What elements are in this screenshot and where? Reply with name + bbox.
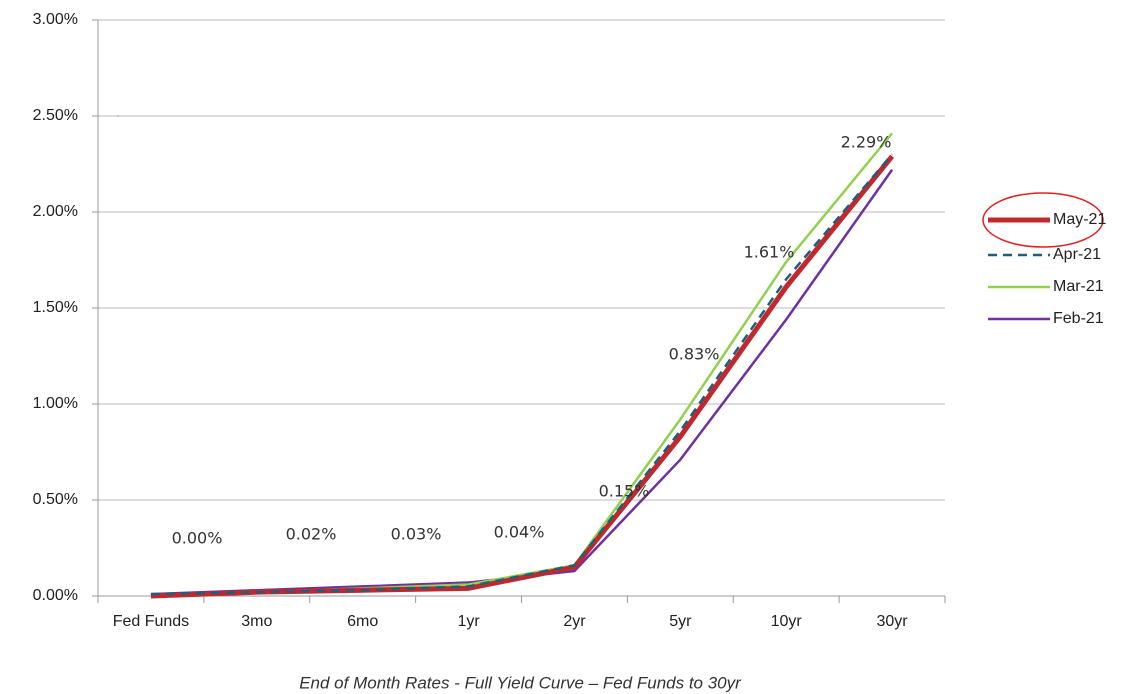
series-line (150, 153, 894, 596)
legend-label: May-21 (1053, 211, 1106, 228)
data-label: 0.00% (172, 529, 223, 548)
data-label: 0.03% (391, 525, 442, 544)
y-tick-label: 0.50% (33, 491, 78, 508)
y-tick-label: 1.50% (33, 299, 78, 316)
x-tick-label: 5yr (669, 613, 692, 630)
data-label: 0.02% (286, 525, 337, 544)
data-label: 1.61% (744, 243, 795, 262)
data-label: 2.29% (841, 133, 892, 152)
y-tick-label: 0.00% (33, 587, 78, 604)
x-tick-label: 2yr (563, 613, 586, 630)
x-tick-label: 30yr (877, 613, 909, 630)
data-label: 0.83% (669, 345, 720, 364)
y-tick-label: 2.50% (33, 107, 78, 124)
x-tick-label: 6mo (347, 613, 378, 630)
y-tick-label: 1.00% (33, 395, 78, 412)
y-tick-label: 2.00% (33, 203, 78, 220)
chart-title: End of Month Rates - Full Yield Curve – … (299, 673, 742, 692)
x-tick-label: Fed Funds (113, 613, 189, 630)
legend-label: Apr-21 (1053, 246, 1101, 263)
x-tick-label: 3mo (241, 613, 272, 630)
data-label: 0.04% (494, 523, 545, 542)
data-label: 0.15% (599, 482, 650, 501)
legend-label: Mar-21 (1053, 278, 1104, 295)
x-tick-label: 10yr (771, 613, 803, 630)
y-tick-label: 3.00% (33, 11, 78, 28)
legend-label: Feb-21 (1053, 310, 1104, 327)
highlight-ellipse (982, 192, 1104, 248)
x-tick-label: 1yr (457, 613, 480, 630)
